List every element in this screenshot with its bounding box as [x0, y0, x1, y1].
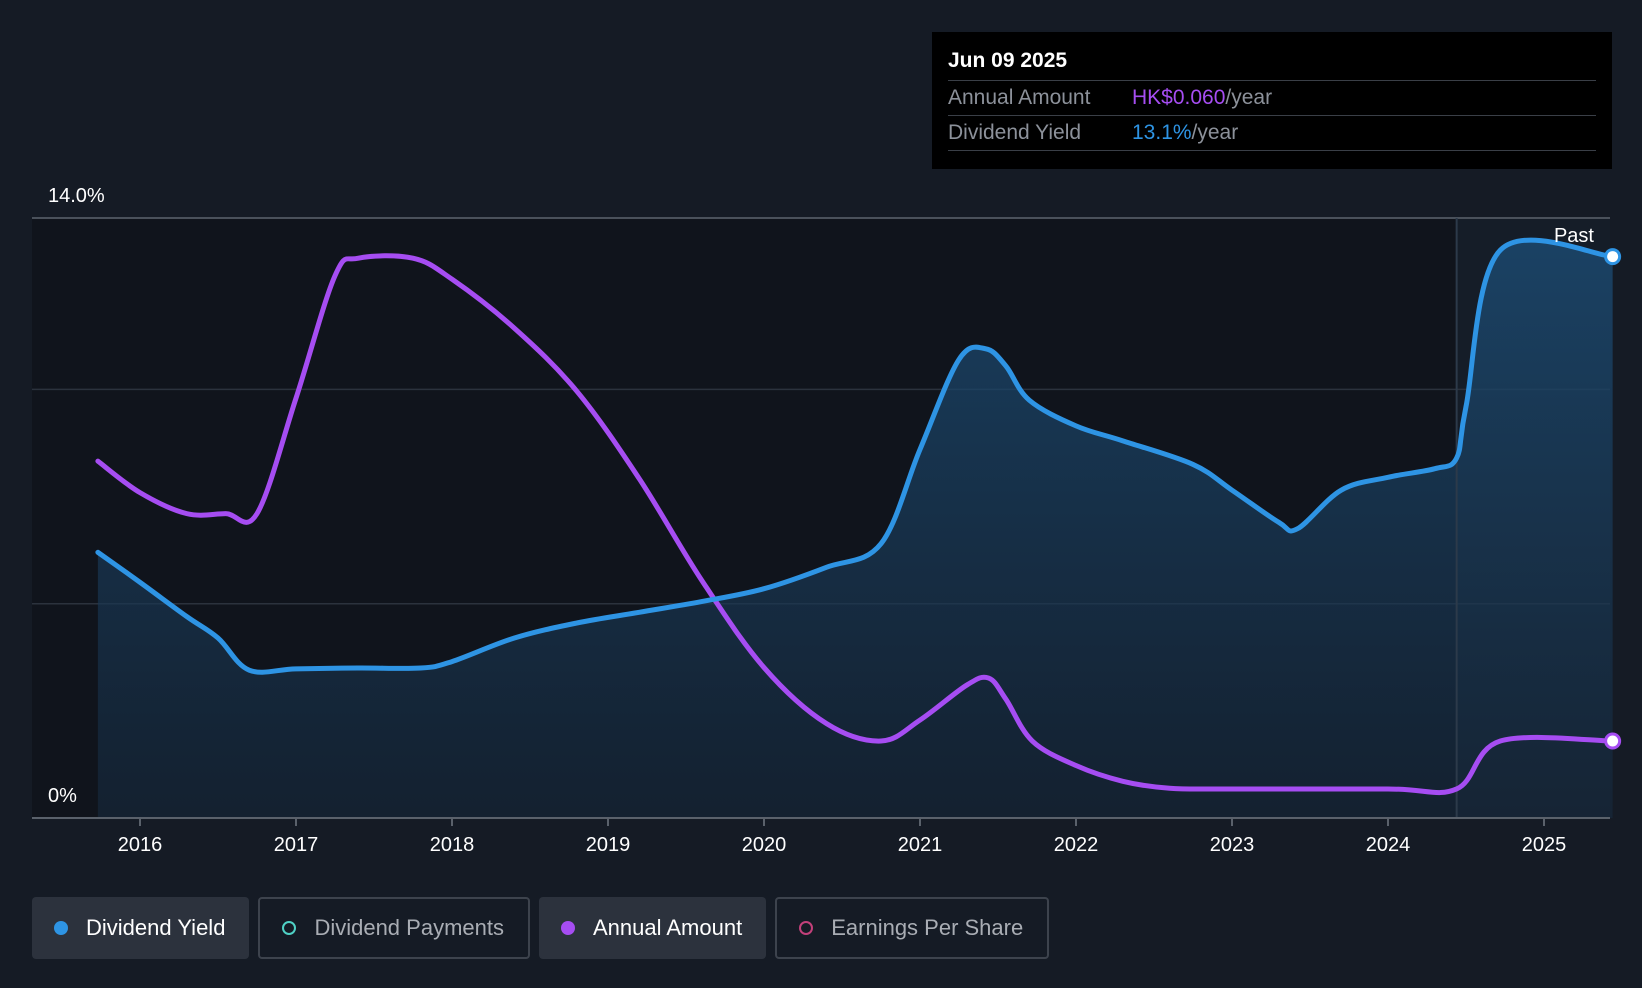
y-tick-label-bottom: 0% [48, 785, 77, 807]
x-tick-label: 2025 [1522, 834, 1567, 856]
dividend-yield-area [97, 240, 1613, 818]
x-tick-label: 2018 [430, 834, 475, 856]
tooltip-yield-label: Dividend Yield [948, 121, 1082, 144]
tooltip-panel: Jun 09 2025 Annual Amount HK$0.060 /year… [932, 32, 1612, 169]
dividend-payments-ring-icon [282, 921, 297, 935]
legend-dividend-payments[interactable]: Dividend Payments [258, 897, 530, 959]
past-label: Past [1554, 225, 1594, 247]
x-tick-label: 2022 [1054, 834, 1099, 856]
tooltip-annual-row: Annual Amount HK$0.060 /year [948, 80, 1596, 115]
legend: Dividend Yield Dividend Payments Annual … [32, 897, 1050, 959]
tooltip-yield-unit: /year [1191, 121, 1239, 144]
legend-label: Annual Amount [592, 915, 743, 940]
x-tick-label: 2021 [898, 834, 943, 856]
x-tick-label: 2019 [586, 834, 631, 856]
x-tick-label: 2017 [274, 834, 319, 856]
y-tick-label-top: 14.0% [48, 185, 105, 207]
legend-annual-amount[interactable]: Annual Amount [538, 897, 767, 959]
annual-amount-dot-icon [560, 921, 575, 935]
tooltip-annual-value: HK$0.060 [1132, 86, 1226, 109]
legend-label: Dividend Yield [86, 915, 226, 940]
annual-amount-end-marker[interactable] [1604, 732, 1622, 750]
x-tick-label: 2020 [742, 834, 787, 856]
legend-earnings-per-share[interactable]: Earnings Per Share [775, 897, 1050, 959]
legend-label: Earnings Per Share [831, 915, 1024, 940]
tooltip-date: Jun 09 2025 [948, 49, 1068, 72]
dividend-yield-line [95, 237, 1616, 675]
dividend-yield-dot-icon [54, 921, 68, 935]
x-tick-label: 2023 [1210, 834, 1255, 856]
x-tick-label: 2016 [118, 834, 163, 856]
earnings-per-share-ring-icon [799, 921, 814, 935]
tooltip-annual-unit: /year [1225, 86, 1273, 109]
legend-label: Dividend Payments [314, 915, 504, 940]
tooltip-annual-label: Annual Amount [948, 86, 1091, 109]
annual-amount-line [95, 253, 1616, 796]
legend-dividend-yield[interactable]: Dividend Yield [32, 897, 250, 959]
x-axis-ticks: 2016 2017 2018 2019 2020 2021 2022 2023 2024 2025 [118, 818, 1567, 856]
tooltip-yield-row: Dividend Yield 13.1% /year [948, 115, 1596, 151]
tooltip-yield-value: 13.1% [1132, 121, 1192, 144]
x-tick-label: 2024 [1366, 834, 1411, 856]
dividend-yield-end-marker[interactable] [1604, 248, 1622, 266]
